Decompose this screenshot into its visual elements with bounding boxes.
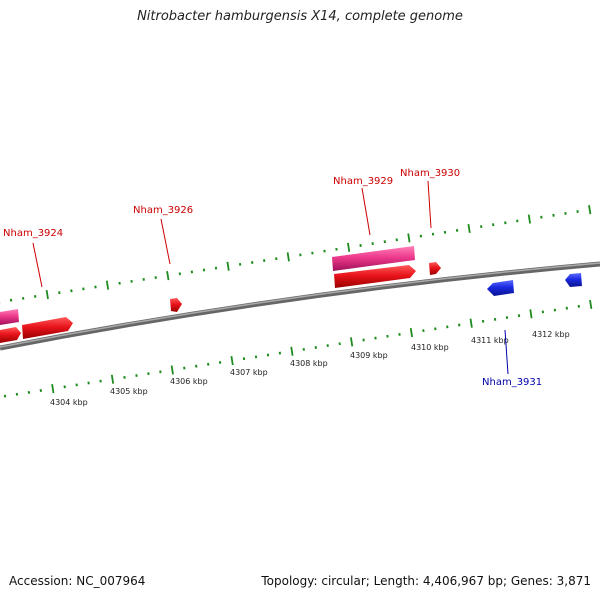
major-tick	[170, 365, 174, 375]
major-tick	[469, 318, 473, 328]
kbp-label: 4311 kbp	[471, 336, 509, 345]
gene-feature-right-blue[interactable]	[565, 273, 582, 287]
major-tick	[105, 280, 110, 290]
genome-title: Nitrobacter hamburgensis X14, complete g…	[137, 9, 463, 24]
minor-tick	[178, 272, 182, 276]
genome-backbone-highlight	[0, 262, 600, 348]
genome-backbone	[0, 261, 600, 351]
major-tick	[409, 327, 413, 338]
major-tick	[45, 289, 49, 300]
genome-summary-text: Topology: circular; Length: 4,406,967 bp…	[261, 574, 591, 588]
gene-label-nham-3931[interactable]: Nham_3931	[482, 377, 542, 388]
label-leader-line	[504, 329, 509, 375]
major-tick	[467, 223, 471, 234]
gene-feature-left-pink[interactable]	[0, 309, 19, 325]
major-tick	[527, 214, 531, 224]
major-tick	[529, 309, 533, 319]
gene-label-nham-3924[interactable]: Nham_3924	[3, 228, 63, 239]
major-tick	[350, 337, 354, 347]
major-tick	[407, 233, 411, 243]
gene-feature-nham-3924[interactable]	[22, 317, 73, 339]
kbp-label: 4310 kbp	[411, 343, 449, 352]
gene-label-nham-3930[interactable]: Nham_3930	[400, 168, 460, 179]
major-tick	[589, 299, 593, 310]
reverse-tick-row	[3, 299, 593, 398]
accession-text: Accession: NC_007964	[9, 574, 146, 588]
label-leader-line	[160, 218, 171, 265]
gene-feature-nham-3929[interactable]	[332, 246, 415, 271]
kbp-label: 4306 kbp	[170, 377, 208, 386]
label-leader-line	[32, 242, 43, 288]
gene-label-nham-3926[interactable]: Nham_3926	[133, 205, 193, 216]
label-leader-line	[361, 187, 371, 236]
major-tick	[588, 205, 592, 215]
kbp-label: 4304 kbp	[50, 398, 88, 407]
kbp-label: 4312 kbp	[532, 330, 570, 339]
kbp-label: 4308 kbp	[290, 359, 328, 368]
major-tick	[226, 261, 230, 271]
kbp-label: 4305 kbp	[110, 387, 148, 396]
major-tick	[51, 384, 55, 394]
gene-feature-nham-3930[interactable]	[429, 262, 441, 275]
gene-feature-red-under-3929[interactable]	[334, 265, 416, 288]
forward-tick-row	[0, 205, 592, 304]
major-tick	[290, 346, 294, 356]
label-leader-line	[427, 180, 432, 229]
gene-feature-nham-3931[interactable]	[487, 280, 514, 296]
major-tick	[286, 252, 290, 262]
gene-label-nham-3929[interactable]: Nham_3929	[333, 176, 393, 187]
major-tick	[230, 355, 234, 366]
kbp-label: 4309 kbp	[350, 351, 388, 360]
major-tick	[110, 374, 115, 384]
gene-feature-left-red-small[interactable]	[0, 327, 21, 343]
major-tick	[166, 271, 170, 281]
gene-feature-nham-3926[interactable]	[170, 298, 182, 312]
major-tick	[347, 242, 351, 252]
kbp-label: 4307 kbp	[230, 368, 268, 377]
